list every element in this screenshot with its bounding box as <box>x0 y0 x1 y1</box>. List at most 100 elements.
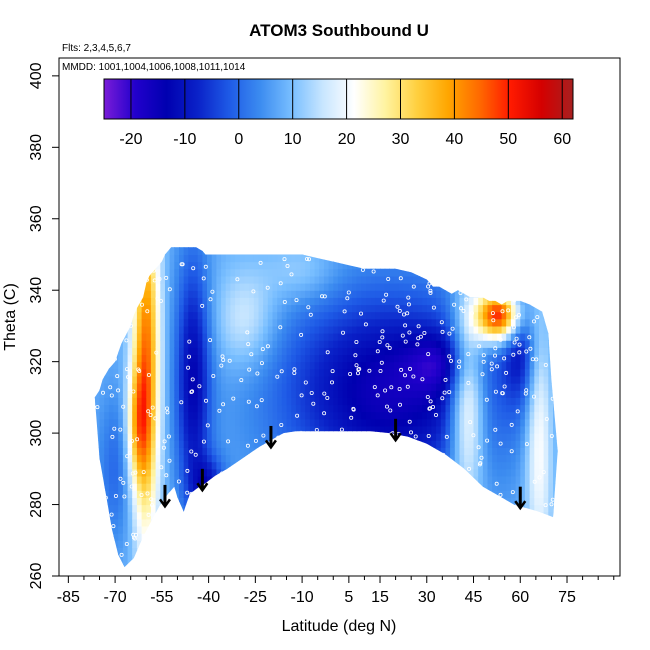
heatmap-cell <box>155 311 161 320</box>
heatmap-cell <box>235 340 241 348</box>
heatmap-cell <box>169 426 175 434</box>
heatmap-cell <box>300 354 306 363</box>
observation-dot <box>399 367 404 372</box>
heatmap-cell <box>323 340 330 348</box>
heatmap-cell <box>389 454 395 463</box>
heatmap-cell <box>94 318 101 327</box>
heatmap-cell <box>398 397 404 406</box>
heatmap-cell <box>281 383 288 391</box>
heatmap-cell <box>197 383 203 391</box>
heatmap-cell <box>520 554 526 563</box>
heatmap-cell <box>454 304 461 313</box>
heatmap-cell <box>113 511 119 520</box>
heatmap-cell <box>543 504 549 513</box>
heatmap-cell <box>515 426 521 434</box>
heatmap-cell <box>501 547 507 556</box>
heatmap-cell <box>501 540 507 548</box>
heatmap-cell <box>380 397 386 406</box>
heatmap-cell <box>352 340 358 348</box>
heatmap-cell <box>122 397 129 406</box>
heatmap-cell <box>394 554 400 563</box>
heatmap-cell <box>211 433 217 441</box>
heatmap-cell <box>352 454 358 463</box>
heatmap-cell <box>207 454 213 463</box>
heatmap-cell <box>169 333 175 341</box>
heatmap-cell <box>113 468 119 477</box>
heatmap-cell <box>450 426 456 434</box>
heatmap-cell <box>258 468 264 477</box>
heatmap-cell <box>221 418 227 427</box>
heatmap-cell <box>207 533 213 541</box>
heatmap-cell <box>553 290 558 298</box>
heatmap-cell <box>225 533 231 541</box>
heatmap-cell <box>169 354 175 363</box>
heatmap-cell <box>436 504 442 513</box>
heatmap-cell <box>534 268 540 277</box>
observation-dot <box>354 339 359 344</box>
heatmap-cell <box>366 476 372 484</box>
heatmap-cell <box>454 526 461 534</box>
heatmap-cell <box>450 554 456 563</box>
heatmap-cell <box>370 390 376 398</box>
heatmap-cell <box>473 518 479 527</box>
heatmap-cell <box>225 297 231 306</box>
heatmap-cell <box>221 533 227 541</box>
heatmap-cell <box>478 497 484 506</box>
heatmap-cell <box>300 361 306 370</box>
heatmap-cell <box>272 247 278 248</box>
heatmap-cell <box>188 297 194 306</box>
heatmap-cell <box>455 569 460 577</box>
heatmap-cell <box>319 569 324 577</box>
heatmap-cell <box>333 569 338 577</box>
heatmap-cell <box>277 461 283 470</box>
heatmap-cell <box>356 304 362 313</box>
heatmap-cell <box>380 547 386 556</box>
heatmap-cell <box>136 318 143 327</box>
heatmap-cell <box>464 511 470 520</box>
heatmap-cell <box>460 233 465 241</box>
heatmap-cell <box>389 325 395 334</box>
heatmap-cell <box>515 247 521 248</box>
heatmap-cell <box>319 447 325 456</box>
heatmap-cell <box>277 390 283 398</box>
heatmap-cell <box>510 504 517 513</box>
heatmap-cell <box>384 311 390 320</box>
heatmap-cell <box>431 390 437 398</box>
heatmap-cell <box>446 569 451 577</box>
heatmap-cell <box>543 254 549 263</box>
heatmap-cell <box>468 411 475 420</box>
heatmap-cell <box>412 254 418 263</box>
heatmap-cell <box>94 554 101 563</box>
heatmap-cell <box>445 404 451 413</box>
heatmap-cell <box>482 497 489 506</box>
heatmap-cell <box>323 261 330 270</box>
heatmap-cell <box>207 297 213 306</box>
heatmap-cell <box>524 561 531 568</box>
heatmap-cell <box>239 561 246 568</box>
heatmap-cell <box>160 447 166 456</box>
heatmap-cell <box>440 454 447 463</box>
heatmap-cell <box>277 347 283 356</box>
heatmap-cell <box>347 440 353 448</box>
heatmap-cell <box>309 468 316 477</box>
heatmap-cell <box>216 461 222 470</box>
heatmap-cell <box>272 275 278 284</box>
heatmap-cell <box>146 476 152 484</box>
heatmap-cell <box>356 411 362 420</box>
heatmap-cell <box>193 518 199 527</box>
heatmap-cell <box>221 454 227 463</box>
heatmap-cell <box>417 533 423 541</box>
heatmap-cell <box>389 440 395 448</box>
heatmap-cell <box>478 554 484 563</box>
heatmap-cell <box>267 397 274 406</box>
heatmap-cell <box>225 461 231 470</box>
heatmap-cell <box>352 354 358 363</box>
heatmap-cell <box>211 468 217 477</box>
heatmap-cell <box>510 454 517 463</box>
heatmap-cell <box>510 490 517 498</box>
heatmap-cell <box>197 561 203 568</box>
heatmap-cell <box>394 283 400 291</box>
heatmap-cell <box>253 361 260 370</box>
heatmap-cell <box>389 397 395 406</box>
heatmap-cell <box>468 426 475 434</box>
